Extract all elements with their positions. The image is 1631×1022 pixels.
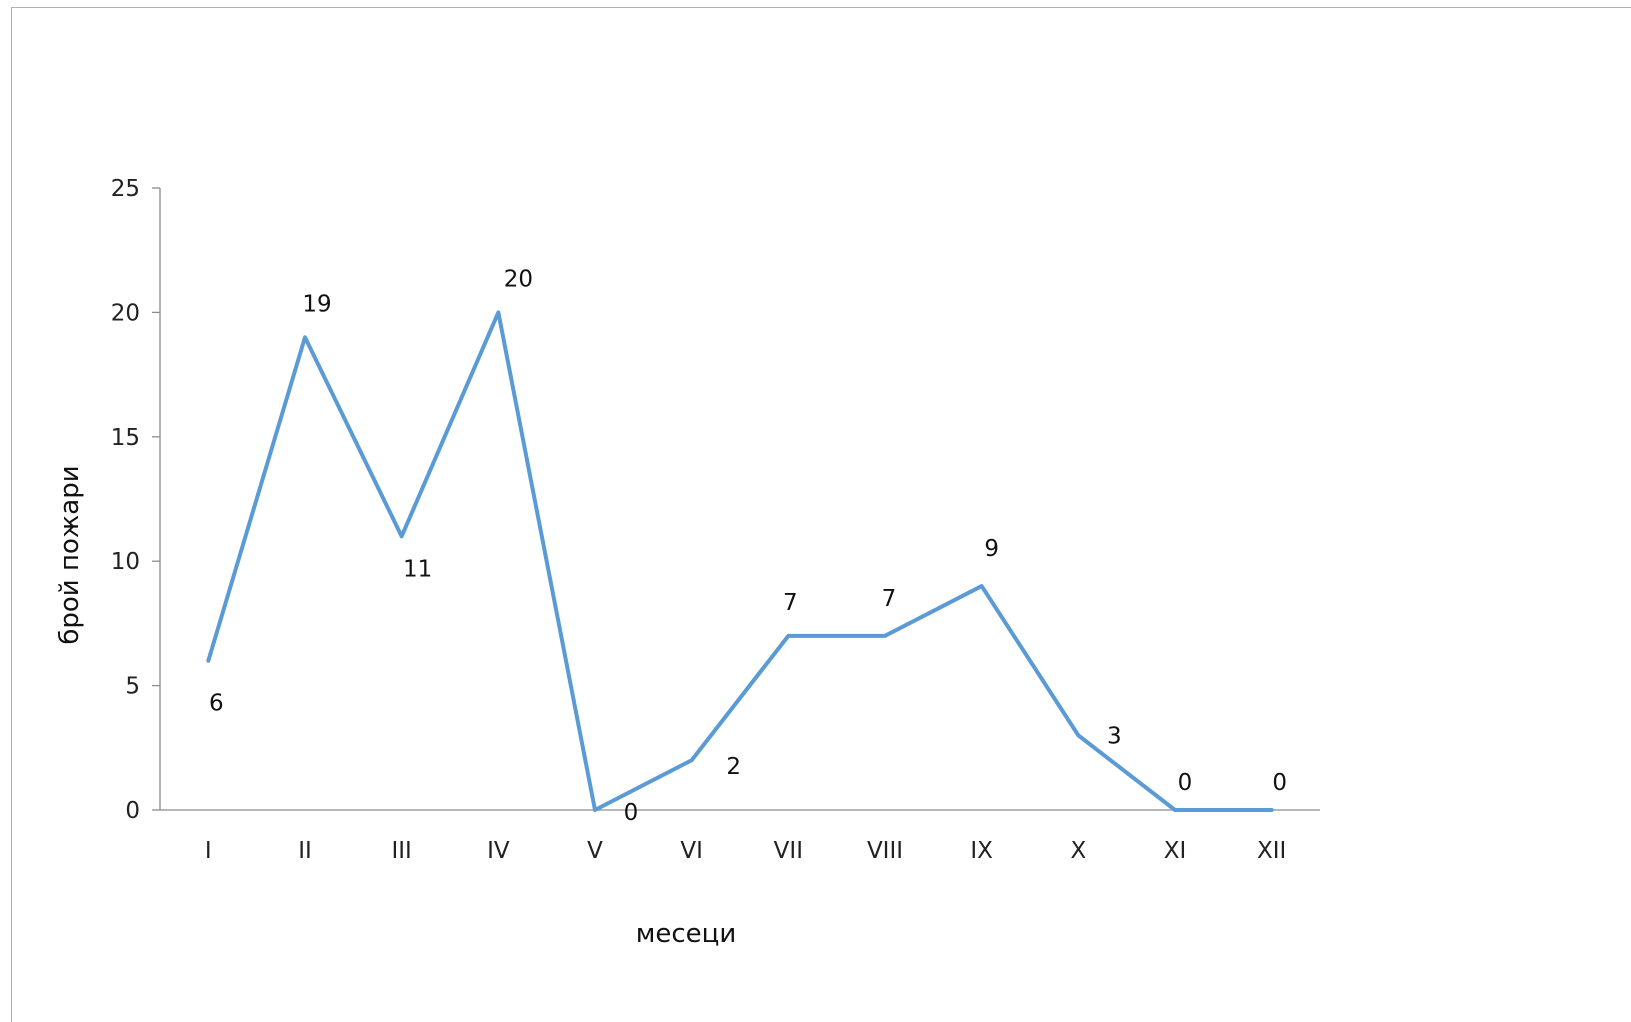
data-point bbox=[497, 311, 499, 313]
chart-frame bbox=[11, 7, 1631, 1022]
data-point bbox=[981, 585, 983, 587]
y-tick-label: 15 bbox=[111, 425, 140, 451]
x-tick-label: IV bbox=[487, 838, 510, 864]
x-tick-label: XII bbox=[1257, 838, 1286, 864]
data-point bbox=[304, 336, 306, 338]
data-label: 0 bbox=[1178, 770, 1193, 796]
data-label: 11 bbox=[403, 556, 432, 582]
x-tick-label: III bbox=[391, 838, 411, 864]
data-label: 0 bbox=[624, 800, 639, 826]
data-point bbox=[691, 759, 693, 761]
data-point bbox=[1077, 734, 1079, 736]
x-tick-label: I bbox=[205, 838, 212, 864]
y-axis-title: брой пожари bbox=[55, 465, 85, 644]
y-tick-label: 25 bbox=[111, 176, 140, 202]
x-tick-label: VI bbox=[680, 838, 703, 864]
data-label: 0 bbox=[1272, 770, 1287, 796]
x-tick-label: IX bbox=[970, 838, 993, 864]
series-line bbox=[206, 310, 1274, 812]
data-label: 2 bbox=[726, 754, 741, 780]
data-label: 9 bbox=[984, 536, 999, 562]
data-point bbox=[401, 535, 403, 537]
data-labels: 6 19 11 20 0 2 7 7 9 3 0 0 bbox=[209, 266, 1287, 826]
y-axis: 0 5 10 15 20 25 bbox=[111, 176, 161, 824]
x-tick-label: VII bbox=[774, 838, 803, 864]
data-label: 20 bbox=[504, 266, 533, 292]
y-tick-label: 10 bbox=[111, 549, 140, 575]
data-label: 7 bbox=[882, 586, 897, 612]
x-tick-label: VIII bbox=[867, 838, 903, 864]
x-axis-title: месеци bbox=[636, 919, 737, 949]
y-tick-label: 0 bbox=[125, 798, 140, 824]
y-tick-label: 20 bbox=[111, 300, 140, 326]
data-label: 7 bbox=[783, 590, 798, 616]
x-tick-label: II bbox=[298, 838, 312, 864]
x-axis: I II III IV V VI VII VIII IX X XI XII bbox=[160, 809, 1320, 864]
data-point bbox=[207, 660, 209, 662]
x-tick-label: V bbox=[587, 838, 603, 864]
x-tick-label: X bbox=[1070, 838, 1086, 864]
x-tick-label: XI bbox=[1164, 838, 1187, 864]
data-point bbox=[1174, 809, 1176, 811]
data-label: 6 bbox=[209, 691, 224, 717]
data-point bbox=[884, 635, 886, 637]
y-tick-label: 5 bbox=[125, 674, 140, 700]
data-point bbox=[787, 635, 789, 637]
data-point bbox=[1271, 809, 1273, 811]
data-label: 19 bbox=[302, 291, 331, 317]
series-layer bbox=[206, 310, 1274, 812]
data-point bbox=[594, 809, 596, 811]
data-label: 3 bbox=[1107, 723, 1122, 749]
